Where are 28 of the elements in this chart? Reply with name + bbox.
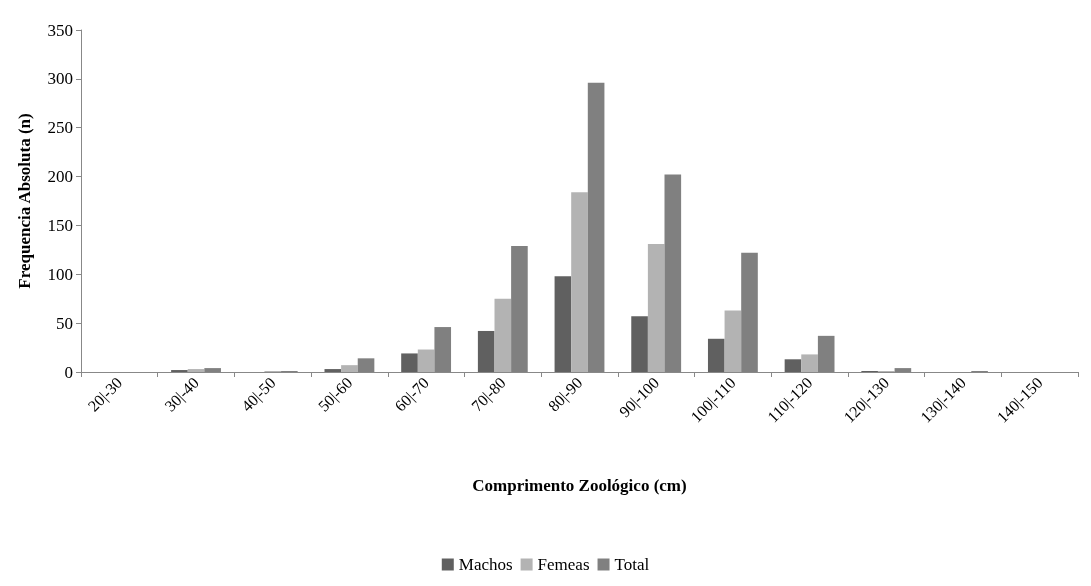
y-tick-label: 200 [47, 167, 73, 187]
bar [707, 338, 725, 372]
y-tick-label: 100 [47, 264, 73, 284]
bar [417, 349, 435, 372]
y-tick-label: 300 [47, 69, 73, 89]
y-tick-label: 50 [56, 313, 73, 333]
bar [724, 310, 742, 372]
x-axis-title: Comprimento Zoológico (cm) [472, 476, 687, 495]
y-axis-title: Frequencia Absoluta (n) [15, 113, 34, 289]
bar [801, 354, 818, 372]
bar [401, 353, 418, 372]
legend-label: Machos [458, 555, 513, 574]
bar [571, 192, 588, 372]
bar [631, 316, 648, 372]
bar [494, 298, 512, 372]
bar [784, 359, 802, 372]
legend-label: Femeas [537, 555, 590, 574]
legend-label: Total [614, 555, 650, 574]
y-tick-label: 0 [64, 362, 73, 382]
y-tick-label: 150 [47, 215, 73, 235]
bar [341, 365, 358, 372]
bar [647, 243, 665, 372]
y-tick-label: 250 [47, 118, 73, 138]
bar [324, 369, 342, 372]
bar [554, 276, 572, 372]
bar [477, 330, 495, 372]
y-tick-label: 350 [47, 20, 73, 40]
bar [187, 369, 205, 372]
